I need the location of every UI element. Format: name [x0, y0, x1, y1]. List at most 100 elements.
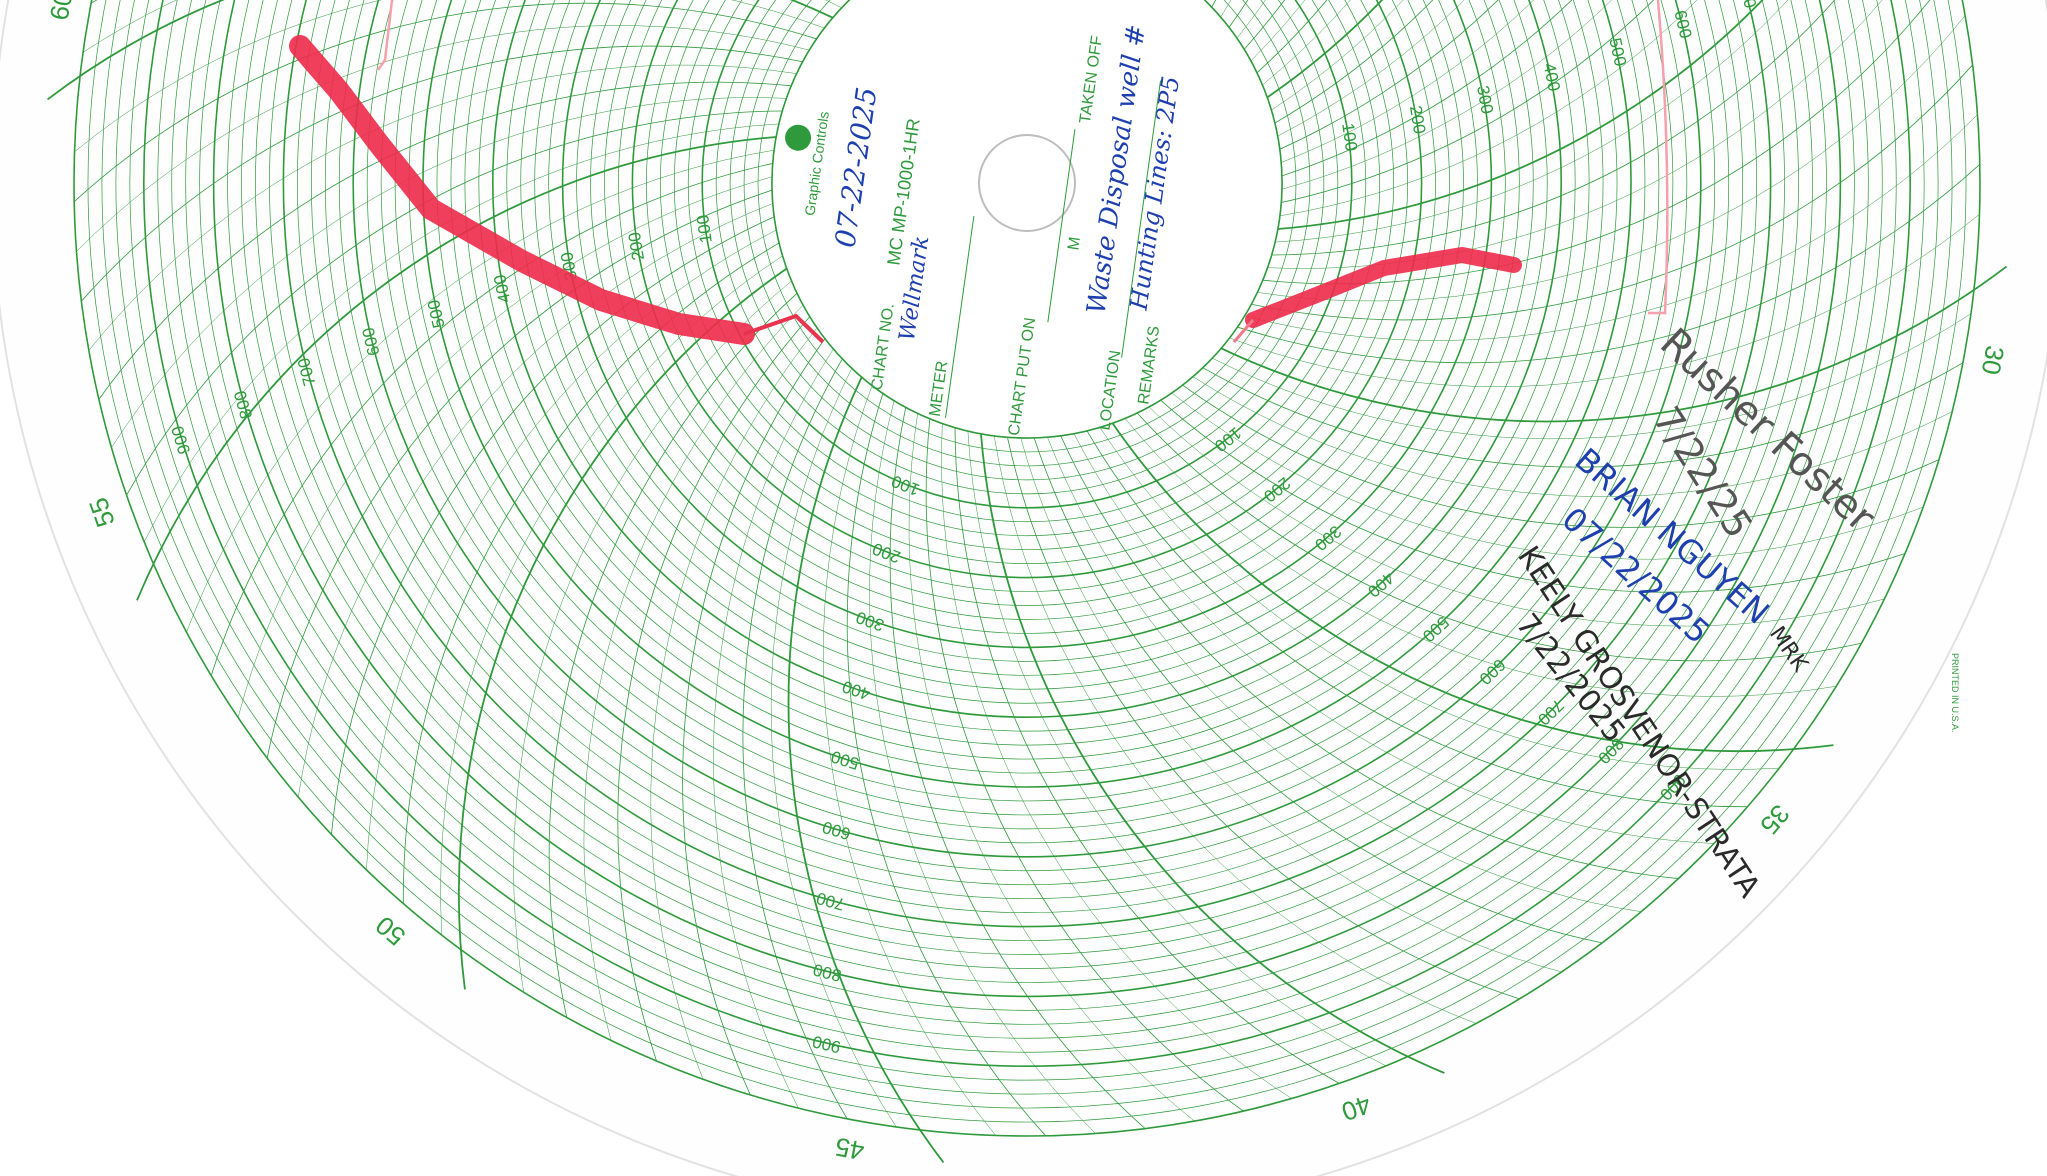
time-line [98, 81, 792, 400]
time-line [237, 176, 773, 718]
time-line [126, 110, 783, 496]
time-line [846, 393, 1046, 1137]
time-line [1275, 0, 1789, 243]
time-line [1160, 399, 1906, 593]
time-line [1262, 0, 1931, 285]
time-line [1192, 376, 1953, 497]
time-line [1279, 0, 1499, 150]
time-line [787, 376, 945, 1163]
time-line [402, 242, 780, 904]
time-line [583, 304, 804, 1041]
time-line [366, 229, 777, 870]
scale-label: 300 [1473, 84, 1497, 115]
minute-label: 60 [44, 0, 79, 23]
ring [87, 0, 1967, 1123]
ring [450, 0, 1604, 760]
time-line [1073, 433, 1714, 844]
time-line [331, 216, 775, 835]
ring [506, 0, 1548, 704]
time-line [980, 433, 1445, 1074]
ring [436, 0, 1618, 774]
rule [1121, 80, 1162, 358]
ring [199, 0, 1855, 1011]
ring [492, 0, 1562, 718]
scale-label: 200 [1406, 104, 1429, 135]
time-line [143, 123, 779, 543]
ring [325, 0, 1729, 885]
ring [241, 0, 1813, 969]
ring [548, 0, 1506, 662]
scale-label: 200 [625, 231, 648, 262]
time-line [298, 203, 773, 798]
time-line [513, 280, 792, 993]
ring [129, 0, 1925, 1081]
time-line [650, 327, 818, 1080]
ring [394, 0, 1660, 816]
ring [367, 0, 1687, 843]
ring [576, 0, 1478, 634]
time-line [925, 418, 1244, 1112]
time-line [210, 163, 773, 676]
ring [143, 0, 1911, 1067]
ring [255, 0, 1799, 955]
ring [631, 0, 1423, 579]
ring [157, 0, 1897, 1053]
time-line [1244, 114, 1978, 341]
time-line [1281, 0, 1655, 203]
time-line [457, 267, 788, 990]
ring [729, 0, 1325, 481]
time-line [1060, 435, 1679, 879]
ring [743, 0, 1311, 467]
time-line [869, 400, 1096, 1134]
ring [618, 0, 1436, 592]
time-line [1271, 0, 1836, 256]
ring [561, 0, 1493, 649]
time-line [1047, 437, 1642, 912]
time-line [617, 316, 811, 1062]
pen-trace [743, 313, 825, 344]
ring [311, 0, 1743, 899]
time-line [47, 0, 834, 101]
ring [534, 0, 1520, 676]
time-line [1281, 0, 1573, 177]
ring [604, 0, 1450, 606]
pen-trace [1245, 247, 1522, 328]
time-line [81, 45, 803, 302]
time-line [1281, 0, 1613, 190]
time-line [1281, 0, 1535, 163]
ring [115, 0, 1939, 1095]
time-line [73, 2, 817, 202]
ring [520, 0, 1534, 690]
time-line [1124, 418, 1837, 697]
time-line [186, 149, 775, 633]
ring [757, 0, 1297, 453]
time-line [1111, 422, 1834, 753]
time-line [954, 427, 1340, 1084]
scale-label: 100 [693, 214, 716, 245]
time-line [1007, 437, 1520, 1000]
scale-label: 100 [1338, 122, 1361, 153]
rule [1047, 129, 1076, 323]
ring [269, 0, 1785, 941]
ring [380, 0, 1674, 830]
ring [715, 0, 1339, 495]
time-line [1148, 406, 1885, 627]
grid: 1002003004005006007008009001002003004005… [47, 0, 2007, 1163]
time-line [993, 435, 1477, 1024]
ring [227, 0, 1827, 983]
time-line [682, 338, 826, 1096]
minute-label: 30 [1976, 343, 2011, 377]
ring [185, 0, 1869, 1025]
time-line [967, 431, 1387, 1067]
time-line [1202, 362, 1964, 468]
minute-label: 45 [833, 1132, 867, 1167]
time-line [1020, 437, 1562, 973]
time-line [1257, 15, 1966, 302]
m-label: M [1065, 236, 1084, 252]
pen-trace [1232, 319, 1255, 343]
time-line [1033, 437, 1603, 944]
time-line [1271, 0, 1404, 111]
ring [590, 0, 1464, 620]
ring [687, 0, 1367, 523]
